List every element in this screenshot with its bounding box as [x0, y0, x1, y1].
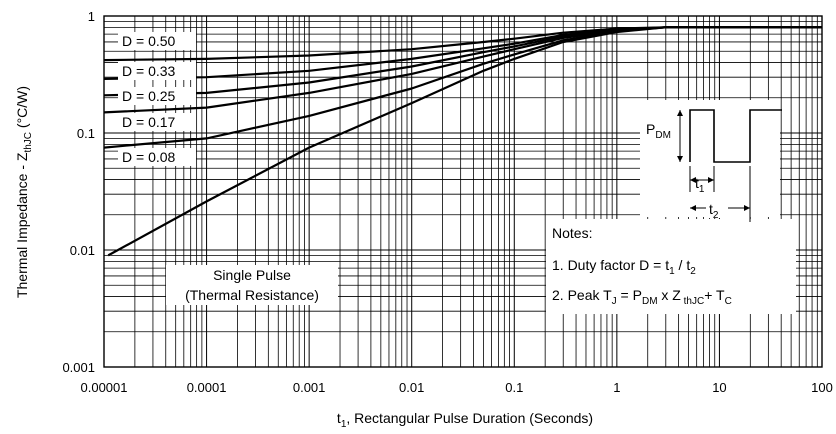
x-tick-label: 0.00001 [81, 380, 128, 395]
t2-label: t2 [709, 201, 719, 221]
single-pulse-curve [107, 26, 822, 257]
y-tick-label: 0.001 [62, 360, 95, 375]
x-tick-label: 0.01 [399, 380, 424, 395]
x-tick-label: 0.001 [293, 380, 326, 395]
note-peak-tj: 2. Peak TJ = PDM x Z thJC+ TC [552, 287, 732, 307]
pdm-label: PDM [646, 121, 671, 141]
t2-label-bg [706, 200, 728, 218]
duty-label: D = 0.50 [122, 33, 176, 49]
axes: 0.00001 0.0001 0.001 0.01 0.1 1 10 100 0.001 0.01… [14, 9, 833, 430]
pulse-waveform [689, 109, 782, 163]
duty-label: D = 0.08 [122, 149, 176, 165]
arrow-head [677, 156, 683, 162]
plot-frame [103, 15, 823, 368]
arrow-head [708, 177, 714, 183]
x-tick-label: 0.1 [505, 380, 523, 395]
single-pulse-sublabel: (Thermal Resistance) [185, 287, 319, 303]
arrow-head [690, 177, 696, 183]
curves [103, 26, 822, 257]
x-tick-label: 10 [712, 380, 726, 395]
notes-title: Notes: [552, 225, 592, 241]
y-tick-label: 0.1 [77, 126, 95, 141]
single-pulse-label-bg [166, 265, 338, 305]
note-duty-factor: 1. Duty factor D = t1 / t2 [552, 257, 696, 277]
x-tick-label: 1 [613, 380, 620, 395]
t1-label: t1 [695, 175, 705, 195]
x-tick-label: 0.0001 [187, 380, 227, 395]
label-bg [118, 148, 196, 166]
notes-bg [546, 219, 796, 314]
x-tick-label: 100 [811, 380, 833, 395]
y-tick-label: 0.01 [70, 243, 95, 258]
label-bg [118, 62, 196, 80]
x-axis-title: t1, Rectangular Pulse Duration (Seconds) [337, 410, 593, 430]
duty-label: D = 0.17 [122, 114, 176, 130]
notes-box: Notes: 1. Duty factor D = t1 / t2 2. Peak … [546, 219, 796, 314]
arrow-head [677, 110, 683, 116]
arrow-head [744, 205, 750, 211]
y-axis-title: Thermal Impedance - ZthJC (°C/W) [14, 86, 34, 298]
single-pulse-label: Single Pulse [213, 267, 291, 283]
duty-label: D = 0.33 [122, 63, 176, 79]
label-bg [118, 113, 196, 131]
arrow-head [690, 205, 696, 211]
y-tick-label: 1 [88, 9, 95, 24]
label-bg [118, 87, 196, 105]
label-bg [118, 32, 196, 50]
inset-bg [640, 100, 780, 217]
duty-label: D = 0.25 [122, 88, 176, 104]
curve-labels: D = 0.50 D = 0.33 D = 0.25 D = 0.17 D = 0.08… [118, 32, 338, 305]
